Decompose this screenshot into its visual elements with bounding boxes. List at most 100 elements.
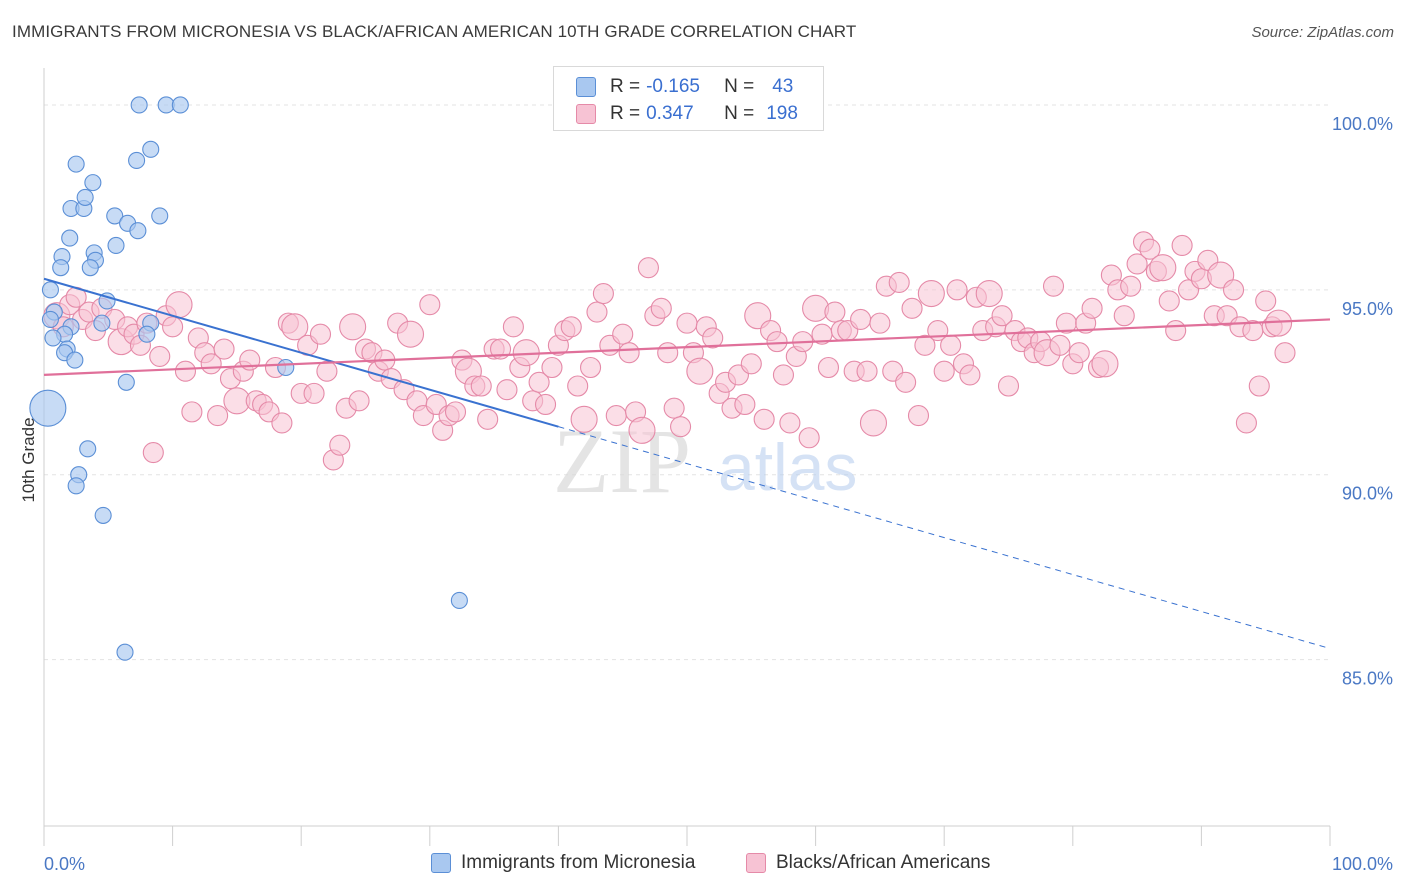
data-point-micronesia bbox=[67, 477, 85, 495]
y-tick-label: 95.0% bbox=[1342, 299, 1393, 319]
data-point-black bbox=[281, 313, 309, 341]
data-point-black bbox=[1042, 275, 1065, 297]
data-point-black bbox=[560, 316, 582, 338]
data-point-black bbox=[1113, 305, 1135, 327]
data-point-black bbox=[959, 364, 981, 386]
n-value: 198 bbox=[766, 103, 798, 124]
data-point-black bbox=[316, 360, 338, 382]
data-point-black bbox=[419, 294, 441, 316]
n-label: N = bbox=[724, 76, 755, 97]
legend-label-micronesia: Immigrants from Micronesia bbox=[461, 852, 696, 873]
data-point-black bbox=[162, 316, 184, 338]
data-point-black bbox=[663, 397, 685, 419]
data-point-black bbox=[859, 409, 888, 437]
data-point-black bbox=[766, 331, 788, 353]
data-point-black bbox=[975, 280, 1003, 308]
data-point-micronesia bbox=[67, 155, 85, 173]
stats-legend-row-micronesia: R = -0.165 N = 43 bbox=[576, 74, 793, 100]
data-point-micronesia bbox=[79, 440, 97, 458]
stats-legend: R = -0.165 N = 43 R = 0.347 N = 198 bbox=[553, 66, 824, 131]
data-point-black bbox=[592, 283, 614, 305]
data-point-black bbox=[657, 342, 679, 364]
data-point-black bbox=[181, 401, 203, 423]
data-point-micronesia bbox=[84, 174, 102, 192]
data-point-black bbox=[165, 291, 193, 319]
data-point-black bbox=[628, 416, 656, 444]
data-point-black bbox=[637, 257, 659, 279]
data-point-black bbox=[933, 360, 955, 382]
data-point-black bbox=[917, 280, 945, 308]
data-point-black bbox=[1255, 290, 1277, 312]
data-point-black bbox=[740, 353, 762, 375]
data-point-micronesia bbox=[129, 222, 147, 240]
data-point-black bbox=[213, 338, 235, 360]
data-point-micronesia bbox=[98, 292, 116, 310]
data-point-black bbox=[1171, 234, 1193, 257]
data-point-black bbox=[734, 393, 756, 416]
data-point-micronesia bbox=[450, 591, 468, 609]
data-point-black bbox=[567, 375, 589, 397]
data-point-black bbox=[907, 405, 930, 427]
data-point-black bbox=[901, 297, 923, 319]
data-point-black bbox=[612, 323, 634, 345]
data-point-black bbox=[676, 312, 698, 334]
data-point-micronesia bbox=[41, 281, 59, 299]
data-point-black bbox=[686, 357, 714, 385]
y-tick-label: 100.0% bbox=[1332, 114, 1393, 134]
data-point-black bbox=[605, 405, 627, 427]
data-point-black bbox=[940, 334, 962, 356]
data-point-micronesia bbox=[61, 229, 79, 247]
data-point-micronesia bbox=[106, 207, 124, 225]
data-point-black bbox=[303, 382, 325, 404]
y-tick-label: 85.0% bbox=[1342, 669, 1393, 689]
data-point-black bbox=[991, 305, 1013, 327]
data-point-black bbox=[470, 375, 492, 397]
r-value: -0.165 bbox=[646, 76, 700, 97]
data-point-micronesia bbox=[117, 373, 135, 391]
trend-line-micronesia-dashed bbox=[558, 426, 1331, 649]
data-point-black bbox=[396, 320, 425, 348]
r-value: 0.347 bbox=[646, 103, 694, 124]
data-point-black bbox=[570, 405, 598, 433]
data-point-black bbox=[1120, 275, 1142, 297]
data-point-black bbox=[348, 390, 370, 412]
watermark-atlas: atlas bbox=[718, 430, 857, 504]
data-point-black bbox=[914, 334, 936, 356]
data-point-black bbox=[309, 323, 332, 345]
data-point-black bbox=[207, 405, 229, 427]
pink-swatch-icon bbox=[576, 104, 596, 124]
trend-line-black bbox=[43, 318, 1331, 376]
trend-line-micronesia bbox=[43, 277, 559, 428]
data-point-black bbox=[1274, 342, 1296, 364]
data-point-micronesia bbox=[76, 188, 94, 206]
data-point-black bbox=[1068, 342, 1090, 364]
data-point-black bbox=[149, 345, 171, 367]
chart-source: Source: ZipAtlas.com bbox=[1251, 24, 1394, 41]
data-point-micronesia bbox=[41, 310, 59, 328]
legend-label-black: Blacks/African Americans bbox=[776, 852, 991, 873]
data-point-black bbox=[895, 371, 917, 393]
data-point-micronesia bbox=[52, 259, 70, 277]
data-point-micronesia bbox=[44, 329, 62, 347]
data-point-black bbox=[1235, 412, 1257, 434]
data-point-micronesia bbox=[116, 643, 134, 661]
data-point-micronesia bbox=[151, 207, 169, 225]
data-point-black bbox=[528, 371, 550, 393]
data-point-micronesia bbox=[66, 351, 84, 369]
data-point-black bbox=[772, 364, 795, 386]
data-point-black bbox=[1149, 254, 1177, 282]
n-label: N = bbox=[724, 103, 755, 124]
n-value: 43 bbox=[772, 76, 794, 97]
data-point-black bbox=[329, 434, 351, 456]
data-point-black bbox=[802, 294, 830, 322]
data-point-black bbox=[1049, 334, 1071, 356]
data-point-black bbox=[817, 356, 840, 379]
data-point-black bbox=[824, 301, 846, 323]
data-point-black bbox=[702, 327, 724, 349]
data-point-black bbox=[650, 297, 672, 319]
data-point-black bbox=[586, 301, 608, 323]
data-point-black bbox=[888, 271, 910, 294]
legend-item-micronesia: Immigrants from Micronesia bbox=[431, 852, 695, 874]
blue-swatch-icon bbox=[576, 77, 596, 97]
